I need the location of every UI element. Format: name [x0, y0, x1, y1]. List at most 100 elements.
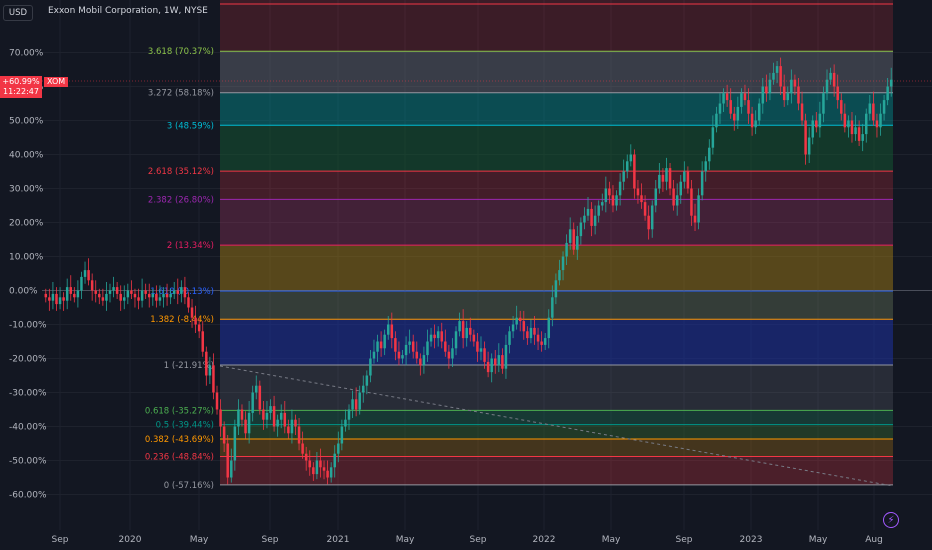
candle-body — [675, 195, 679, 206]
candle-body — [265, 412, 269, 420]
candle-body — [586, 208, 590, 216]
candle-body — [461, 321, 465, 339]
lightning-icon[interactable]: ⚡ — [883, 512, 899, 528]
candle-body — [372, 351, 376, 359]
candle-body — [615, 195, 618, 206]
candle-body — [754, 120, 757, 128]
candle-body — [137, 297, 140, 301]
candle-body — [708, 147, 711, 162]
y-tick-label: -10.00% — [9, 321, 47, 331]
candle-body — [123, 297, 126, 301]
candle-body — [729, 100, 732, 114]
candle-body — [212, 365, 215, 393]
candle-body — [172, 290, 176, 294]
candle-body — [233, 426, 237, 461]
candle-body — [458, 321, 461, 332]
fib-retracement-bands — [220, 0, 893, 485]
candle-body — [183, 287, 187, 298]
candle-body — [337, 443, 340, 454]
candle-body — [358, 392, 361, 410]
candle-body — [201, 331, 204, 352]
y-tick-label: -50.00% — [9, 457, 47, 467]
fib-band — [220, 199, 893, 246]
candle-body — [62, 297, 65, 301]
candle-body — [404, 344, 408, 356]
fib-band — [220, 92, 893, 126]
candle-body — [197, 324, 201, 332]
candle-body — [379, 341, 383, 349]
candle-body — [90, 280, 94, 291]
x-tick-label: 2020 — [119, 535, 142, 545]
fib-level-label: 0.382 (-43.69%) — [145, 435, 214, 445]
candle-body — [319, 460, 322, 468]
candle-body — [554, 280, 558, 298]
candle-body — [187, 297, 190, 308]
fib-level-label: 0.618 (-35.27%) — [145, 406, 214, 416]
candle-body — [576, 236, 579, 250]
fib-band — [220, 424, 893, 440]
candle-body — [258, 385, 262, 410]
candle-body — [761, 86, 765, 104]
candle-body — [679, 181, 682, 196]
candle-body — [80, 276, 83, 291]
candle-body — [469, 327, 472, 335]
candle-body — [465, 327, 468, 339]
candle-body — [55, 293, 58, 305]
candle-body — [872, 103, 875, 121]
candle-body — [276, 419, 279, 427]
candle-body — [347, 409, 351, 420]
candle-body — [597, 205, 600, 216]
candle-body — [579, 222, 583, 237]
candle-body — [693, 215, 697, 223]
candle-body — [815, 120, 818, 128]
current-price-badge: +60.99% 11:22:47 — [0, 76, 42, 98]
candle-body — [94, 290, 97, 294]
candle-body — [83, 270, 87, 277]
candle-body — [329, 467, 333, 478]
candle-body — [757, 103, 761, 121]
candle-body — [501, 355, 504, 369]
x-tick-label: May — [396, 535, 415, 545]
candle-body — [722, 93, 725, 104]
candle-body — [725, 93, 729, 101]
candle-body — [715, 113, 718, 128]
candle-body — [490, 358, 493, 373]
candle-body — [440, 331, 443, 342]
candle-body — [568, 229, 572, 243]
candle-body — [700, 171, 704, 196]
candle-body — [629, 154, 633, 162]
candle-body — [743, 93, 747, 101]
candle-body — [165, 293, 169, 298]
candle-body — [194, 317, 197, 325]
candle-body — [244, 419, 247, 434]
candle-body — [87, 270, 90, 281]
fib-level-label: 0 (-57.16%) — [164, 481, 214, 491]
candle-body — [850, 120, 854, 135]
y-tick-label: 40.00% — [9, 151, 44, 161]
candle-body — [237, 409, 240, 427]
candle-body — [301, 443, 304, 454]
candle-body — [668, 168, 672, 189]
candle-body — [51, 293, 55, 301]
candle-body — [390, 324, 394, 339]
currency-button[interactable]: USD — [3, 5, 33, 21]
y-axis: 70.00%60.00%50.00%40.00%30.00%20.00%10.0… — [9, 49, 47, 501]
x-tick-label: May — [602, 535, 621, 545]
candle-body — [593, 215, 597, 226]
candle-body — [386, 324, 390, 335]
candle-body — [133, 293, 137, 298]
candle-body — [283, 412, 287, 427]
candle-body — [847, 120, 850, 128]
candle-body — [279, 412, 283, 420]
candle-body — [583, 215, 586, 223]
fib-level-label: 2.618 (35.12%) — [148, 167, 214, 177]
x-tick-label: Sep — [262, 535, 279, 545]
fib-level-label: 2.382 (26.80%) — [148, 195, 214, 205]
y-tick-label: 70.00% — [9, 49, 44, 59]
candle-body — [215, 392, 219, 410]
candle-body — [879, 113, 882, 128]
candle-body — [504, 344, 508, 369]
fib-retracement-labels: 3.618 (70.37%) 3.272 (58.18%) 3 (48.59%) 2.… — [145, 47, 214, 491]
candle-body — [572, 229, 575, 250]
